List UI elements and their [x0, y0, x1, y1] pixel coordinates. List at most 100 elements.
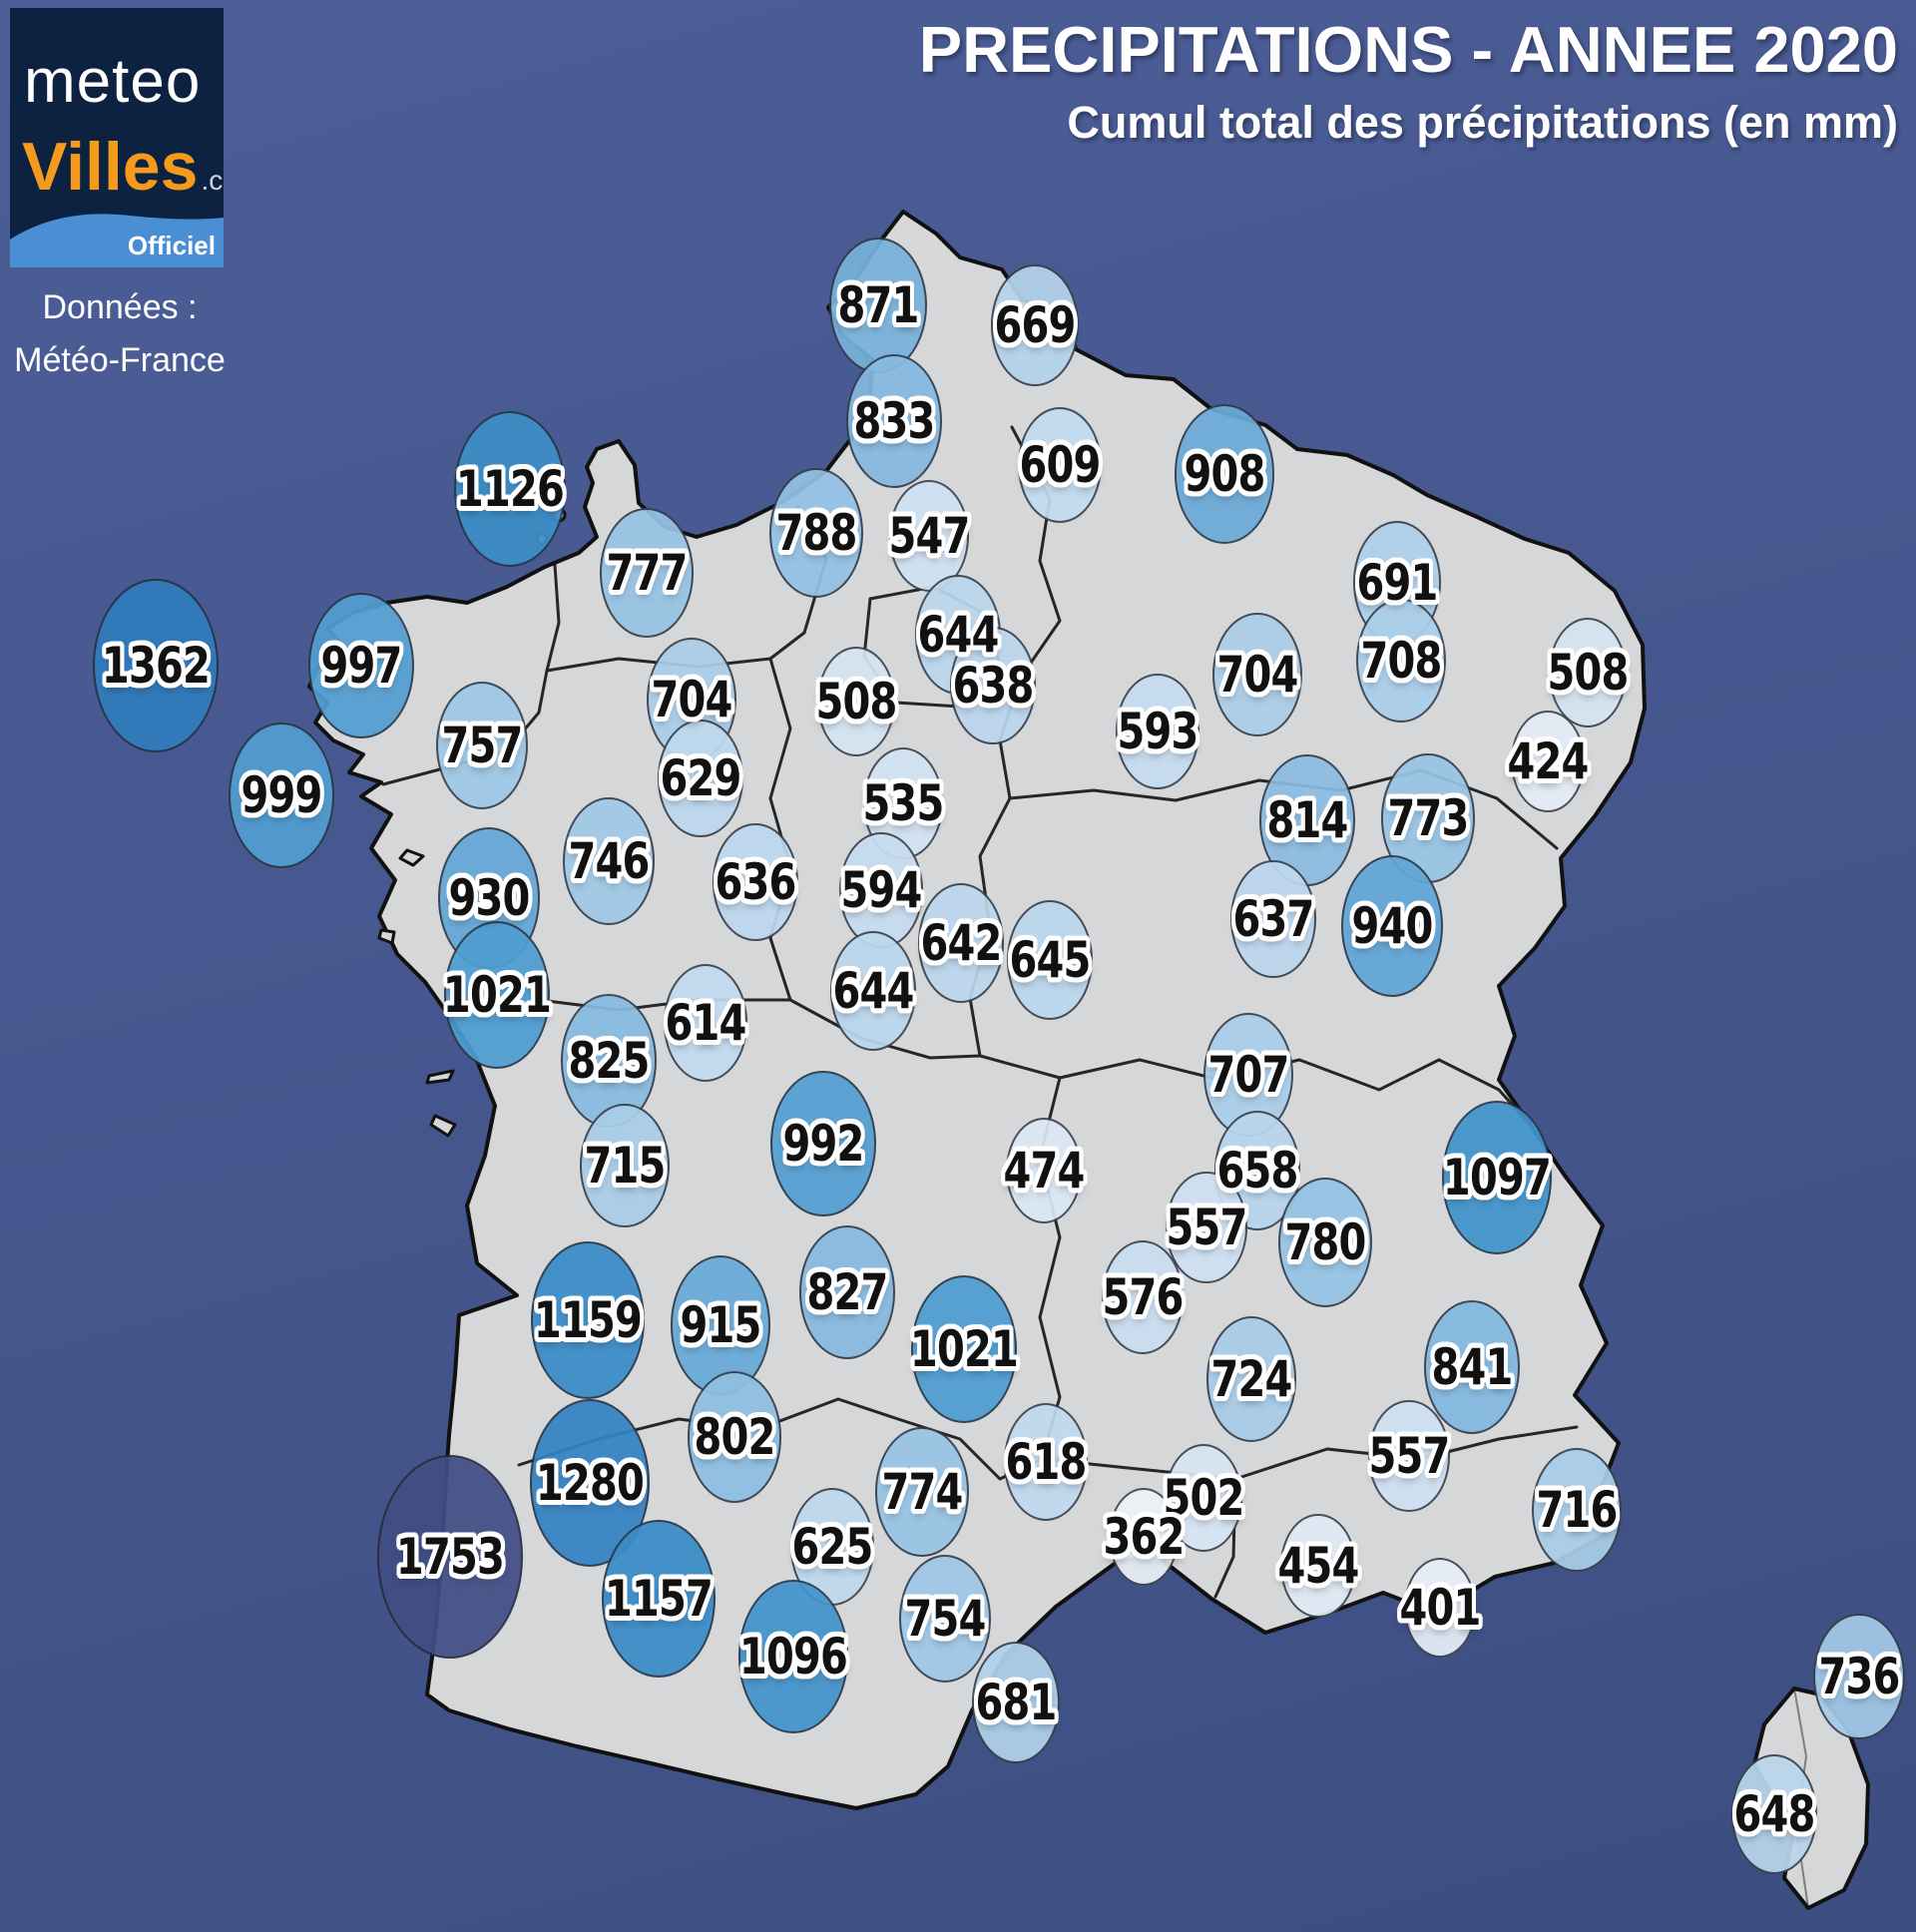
- precip-value-label: 833: [853, 392, 935, 450]
- precip-bubble: [600, 508, 694, 638]
- precip-bubble: [1511, 710, 1585, 813]
- precip-value-label: 774: [881, 1463, 963, 1521]
- precip-value-label: 362: [1103, 1508, 1185, 1566]
- precip-value-label: 1280: [535, 1454, 645, 1512]
- island-oleron: [429, 1114, 457, 1138]
- precip-value-label: 940: [1351, 897, 1433, 955]
- precip-bubble: [991, 264, 1079, 386]
- precip-value-label: 681: [975, 1674, 1057, 1731]
- precip-value-label: 757: [441, 717, 523, 774]
- source-line-2: Météo-France: [14, 340, 226, 379]
- precip-bubble: [563, 797, 655, 925]
- precip-value-label: 780: [1284, 1213, 1366, 1271]
- precip-value-label: 594: [840, 861, 922, 919]
- precip-bubble: [1403, 1557, 1477, 1659]
- precip-value-label: 645: [1009, 931, 1091, 989]
- precip-value-label: 1021: [442, 966, 552, 1024]
- precip-value-label: 557: [1166, 1199, 1247, 1256]
- precip-value-label: 638: [952, 657, 1034, 715]
- precip-bubble: [376, 1455, 524, 1659]
- precip-bubble: [1017, 406, 1103, 524]
- precip-bubble: [1166, 1171, 1247, 1284]
- precip-value-label: 593: [1117, 703, 1198, 760]
- precip-value-label: 1126: [455, 460, 565, 518]
- precip-value-label: 704: [1216, 646, 1298, 704]
- precip-bubble: [435, 681, 529, 809]
- precip-bubble: [839, 832, 923, 948]
- precip-value-label: 814: [1266, 791, 1348, 849]
- precip-bubble: [950, 626, 1036, 745]
- precip-bubble: [1280, 1513, 1356, 1619]
- precip-value-label: 1096: [738, 1628, 848, 1686]
- precip-bubble: [769, 467, 863, 599]
- precip-bubble: [1423, 1299, 1521, 1435]
- precip-bubble: [229, 722, 334, 869]
- precip-value-label: 999: [240, 766, 322, 824]
- precip-value-label: 508: [1547, 644, 1629, 702]
- logo-com-suffix: .com: [201, 165, 224, 196]
- precip-value-label: 636: [715, 853, 796, 911]
- precip-value-label: 1021: [909, 1320, 1019, 1378]
- precip-bubble: [561, 994, 657, 1128]
- precip-value-label: 908: [1184, 445, 1265, 503]
- precip-value-label: 827: [806, 1263, 888, 1321]
- precip-bubble: [530, 1240, 646, 1400]
- precip-value-label: 1157: [604, 1570, 714, 1628]
- precip-bubble: [453, 410, 567, 568]
- meteo-villes-logo: meteo Villes.com Officiel: [10, 8, 224, 267]
- precip-value-label: 502: [1163, 1469, 1244, 1527]
- precip-value-label: 736: [1818, 1648, 1900, 1705]
- island-noirmoutier: [377, 928, 396, 945]
- precip-value-label: 708: [1360, 632, 1442, 690]
- logo-meteo-text: meteo: [24, 47, 202, 116]
- precip-bubble: [1174, 404, 1275, 544]
- precip-value-label: 802: [694, 1408, 775, 1466]
- precip-bubble: [1356, 598, 1446, 724]
- precip-bubble: [443, 920, 551, 1070]
- data-source-label: Données : Météo-France: [0, 281, 240, 386]
- precip-value-label: 557: [1368, 1427, 1450, 1485]
- island-belle-ile: [398, 848, 425, 867]
- precip-bubble: [828, 237, 928, 374]
- island-re: [425, 1069, 455, 1085]
- precip-value-label: 715: [584, 1137, 666, 1195]
- precip-value-label: 424: [1507, 732, 1589, 790]
- precip-value-label: 547: [888, 507, 970, 565]
- precip-value-label: 648: [1733, 1785, 1815, 1843]
- precip-value-label: 871: [837, 276, 919, 334]
- precip-value-label: 707: [1207, 1046, 1289, 1104]
- precip-value-label: 474: [1003, 1142, 1085, 1200]
- precip-value-label: 642: [920, 914, 1002, 972]
- precip-value-label: 997: [320, 637, 402, 695]
- precip-value-label: 618: [1005, 1433, 1087, 1491]
- precip-bubble: [1548, 618, 1628, 727]
- precip-bubble: [898, 1555, 991, 1683]
- precip-value-label: 637: [1232, 890, 1314, 948]
- precip-value-label: 658: [1216, 1142, 1298, 1200]
- precip-bubble: [770, 1071, 876, 1216]
- precip-value-label: 773: [1387, 789, 1469, 847]
- precip-value-label: 841: [1431, 1338, 1513, 1396]
- precip-bubble: [580, 1103, 670, 1228]
- precip-value-label: 1097: [1442, 1149, 1552, 1207]
- precip-bubble: [1368, 1399, 1450, 1513]
- precip-value-label: 629: [660, 749, 741, 807]
- precip-bubble: [1101, 1239, 1185, 1355]
- precip-bubble: [737, 1580, 849, 1733]
- precip-bubble: [308, 592, 414, 739]
- precip-value-label: 754: [904, 1590, 986, 1648]
- precip-bubble: [1006, 900, 1093, 1020]
- precip-bubble: [798, 1225, 895, 1359]
- precip-value-label: 992: [782, 1115, 864, 1173]
- precip-bubble: [1108, 1488, 1180, 1586]
- precip-value-label: 669: [994, 296, 1076, 354]
- precip-bubble: [1116, 674, 1199, 789]
- precip-value-label: 508: [815, 673, 897, 730]
- precip-bubble: [830, 931, 916, 1051]
- precip-value-label: 746: [568, 832, 650, 890]
- precip-value-label: 1753: [395, 1528, 505, 1586]
- precip-bubble: [601, 1519, 717, 1679]
- precip-bubble: [888, 479, 970, 593]
